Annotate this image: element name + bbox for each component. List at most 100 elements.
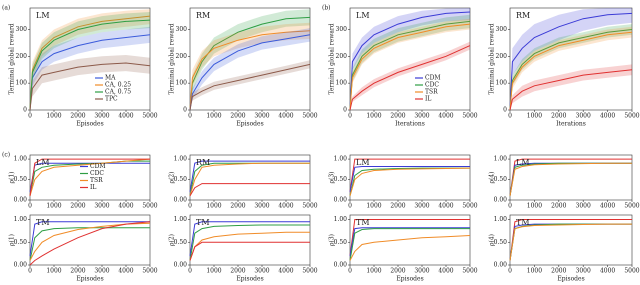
legend-label: TSR [425,89,438,96]
x-tick-label: 4000 [118,268,133,275]
x-axis-label: Episodes [76,121,103,128]
legend-label: CA, 0.75 [105,89,131,96]
x-tick-label: 0 [348,203,352,210]
x-tick-label: 0 [508,203,512,210]
x-tick-label: 5000 [302,268,317,275]
y-tick-label: 1.00 [14,156,28,163]
x-tick-label: 3000 [254,268,269,275]
panel-title: LM [356,158,370,167]
series-line [29,221,151,266]
y-tick-label: 0.50 [174,239,188,246]
series-line [509,162,632,196]
x-tick-label: 3000 [414,268,429,275]
x-tick-label: 5000 [624,268,639,275]
x-tick-label: 2000 [230,268,245,275]
panel-label: (b) [322,5,331,12]
x-tick-label: 5000 [142,268,157,275]
legend-label: CDM [90,163,106,170]
y-tick-label: 0.50 [14,239,28,246]
x-axis-label: Episodes [396,276,423,283]
x-tick-label: 1000 [366,268,381,275]
y-tick-label: 0 [503,107,507,114]
x-tick-label: 1000 [527,203,542,210]
x-axis-label: Episodes [236,276,263,283]
series-line [509,223,632,261]
x-tick-label: 2000 [551,113,566,120]
series-line [509,158,632,196]
panel-label: (a) [2,5,10,12]
x-tick-label: 0 [28,268,32,275]
panel-title: RM [196,158,210,167]
x-tick-label: 5000 [302,113,317,120]
x-tick-label: 5000 [462,203,477,210]
x-tick-label: 5000 [462,113,477,120]
y-tick-label: 0.50 [494,176,508,183]
x-tick-label: 2000 [230,113,245,120]
confidence-band [190,60,310,110]
series-line [189,224,310,261]
series-line [189,162,310,197]
x-tick-label: 2000 [230,203,245,210]
x-tick-label: 1000 [527,113,542,120]
x-tick-label: 0 [348,113,352,120]
y-axis-label: ρ(4) [489,171,496,183]
y-axis-label: ρ(3) [329,171,336,183]
series-line [509,219,632,261]
series-line [29,158,150,196]
panel-title: LM [36,11,50,20]
plot-frame [349,214,471,266]
legend-label: CA, 0.25 [105,82,131,89]
panel-label: (c) [2,152,10,159]
y-axis-label: ρ(1) [9,234,16,246]
legend-label: CDC [90,170,104,177]
x-tick-label: 3000 [414,113,429,120]
plot-frame [29,214,151,266]
x-tick-label: 0 [348,268,352,275]
x-tick-label: 1000 [206,203,221,210]
series-line [509,223,632,261]
series-line [189,183,310,197]
x-tick-label: 4000 [600,203,615,210]
series-line [349,219,470,256]
x-tick-label: 3000 [576,268,591,275]
x-tick-label: 4000 [600,268,615,275]
series-line [509,31,633,111]
x-tick-label: 2000 [390,113,405,120]
y-axis-label: ρ(4) [489,234,496,246]
x-tick-label: 4000 [278,268,293,275]
y-tick-label: 0.00 [174,262,188,269]
x-tick-label: 4000 [118,113,133,120]
y-tick-label: 0.50 [14,176,28,183]
panel-title: LM [356,11,370,20]
y-tick-label: 0.00 [334,262,348,269]
series-line [29,162,150,192]
confidence-band [350,8,470,110]
y-tick-label: 1.00 [494,156,508,163]
y-axis-label: ρ(1) [9,171,16,183]
y-tick-label: 100 [496,80,508,87]
y-tick-label: 1.00 [334,156,348,163]
x-tick-label: 0 [188,268,192,275]
x-tick-label: 5000 [624,203,639,210]
plot-frame [29,154,151,201]
series-line [509,162,632,196]
x-tick-label: 2000 [70,203,85,210]
y-tick-label: 0.50 [174,176,188,183]
x-tick-label: 1000 [527,268,542,275]
panel-title: TM [516,218,530,227]
x-tick-label: 4000 [118,203,133,210]
x-tick-label: 5000 [142,203,157,210]
x-tick-label: 3000 [94,203,109,210]
series-line [29,222,151,261]
series-line [29,19,151,111]
y-axis-label: ρ(2) [169,234,176,246]
panel-title: RM [196,11,210,20]
series-line [29,62,151,111]
x-tick-label: 2000 [551,268,566,275]
confidence-band [190,22,310,110]
series-line [349,167,471,197]
y-tick-label: 0 [23,107,27,114]
x-tick-label: 0 [28,113,32,120]
confidence-band [30,26,150,110]
